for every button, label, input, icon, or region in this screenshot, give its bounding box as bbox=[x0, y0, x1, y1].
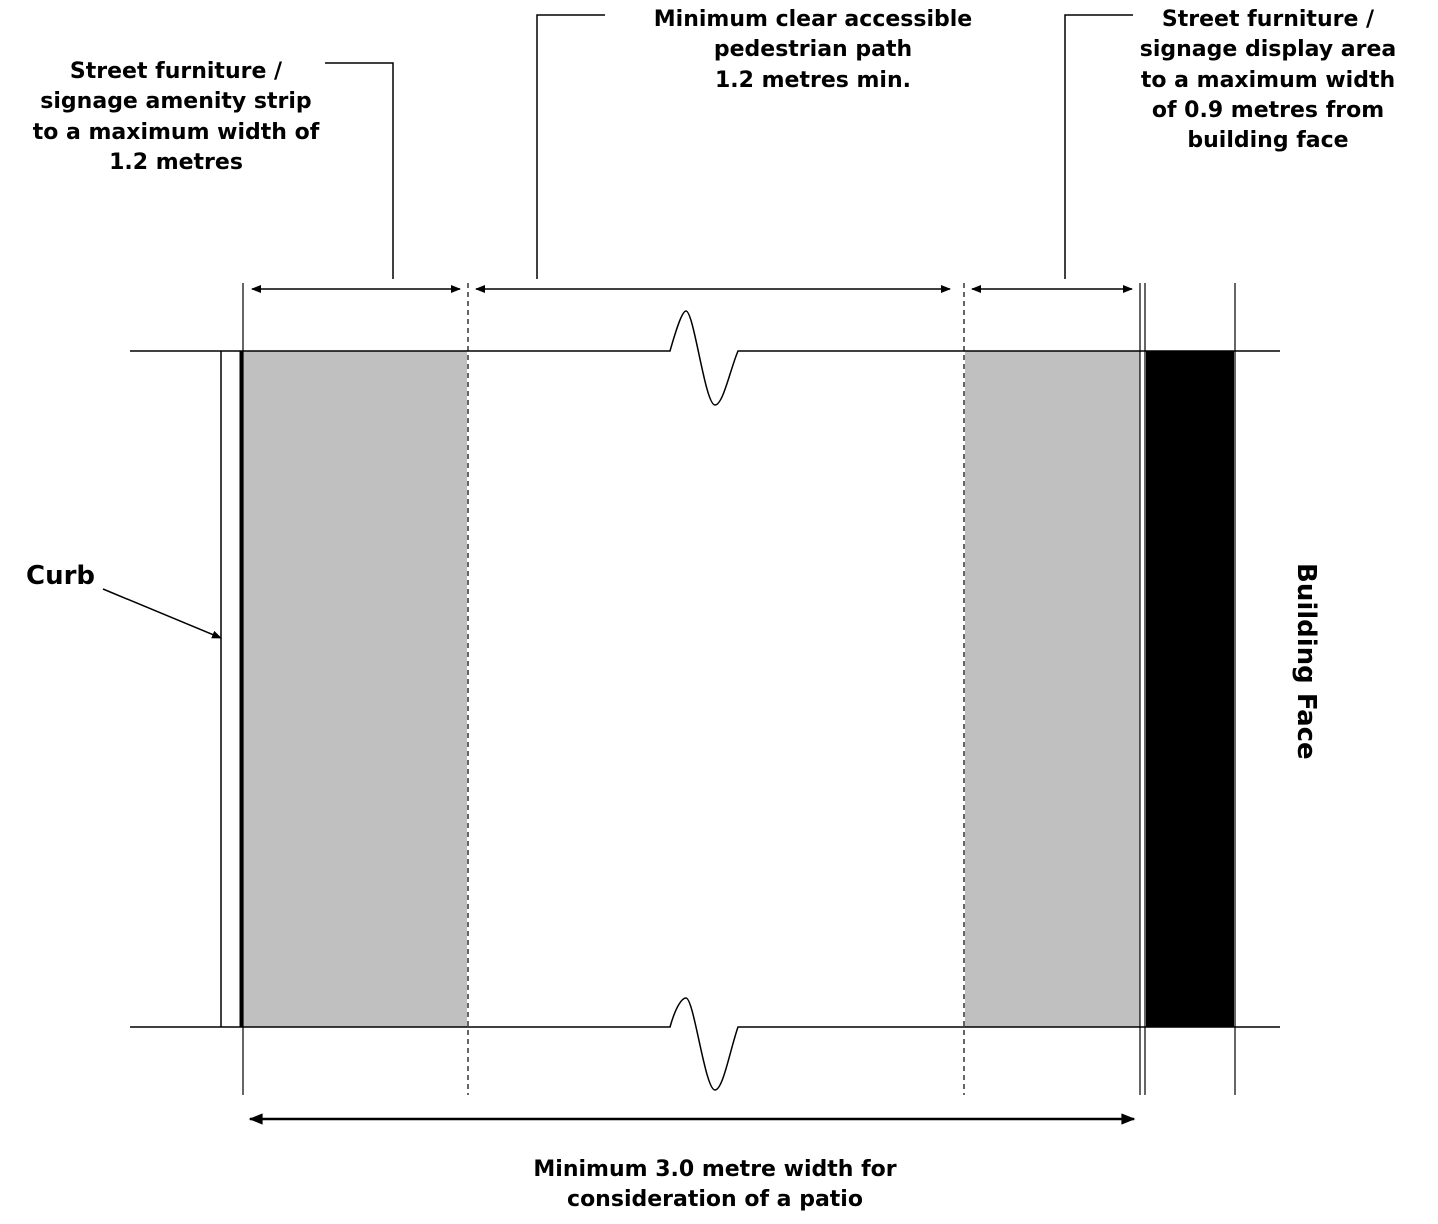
curb-label: Curb bbox=[26, 561, 96, 591]
leader-display bbox=[1064, 14, 1133, 279]
top-edge-line bbox=[130, 310, 1280, 406]
bottom-edge-line bbox=[130, 997, 1280, 1091]
building-face-block bbox=[1146, 351, 1234, 1027]
patio-width-label: Minimum 3.0 metre width for consideratio… bbox=[533, 1157, 897, 1213]
display-area-label: Street furniture / signage display area … bbox=[1139, 7, 1397, 154]
amenity-strip-zone bbox=[243, 351, 467, 1027]
leader-amenity bbox=[325, 62, 394, 279]
display-area-zone bbox=[965, 351, 1140, 1027]
curb-pointer-arrow bbox=[102, 588, 222, 639]
amenity-strip-label: Street furniture / signage amenity strip… bbox=[32, 59, 320, 176]
leader-pedestrian bbox=[536, 14, 605, 279]
building-face-label: Building Face bbox=[1290, 563, 1321, 760]
pedestrian-path-label: Minimum clear accessible pedestrian path… bbox=[653, 7, 973, 93]
